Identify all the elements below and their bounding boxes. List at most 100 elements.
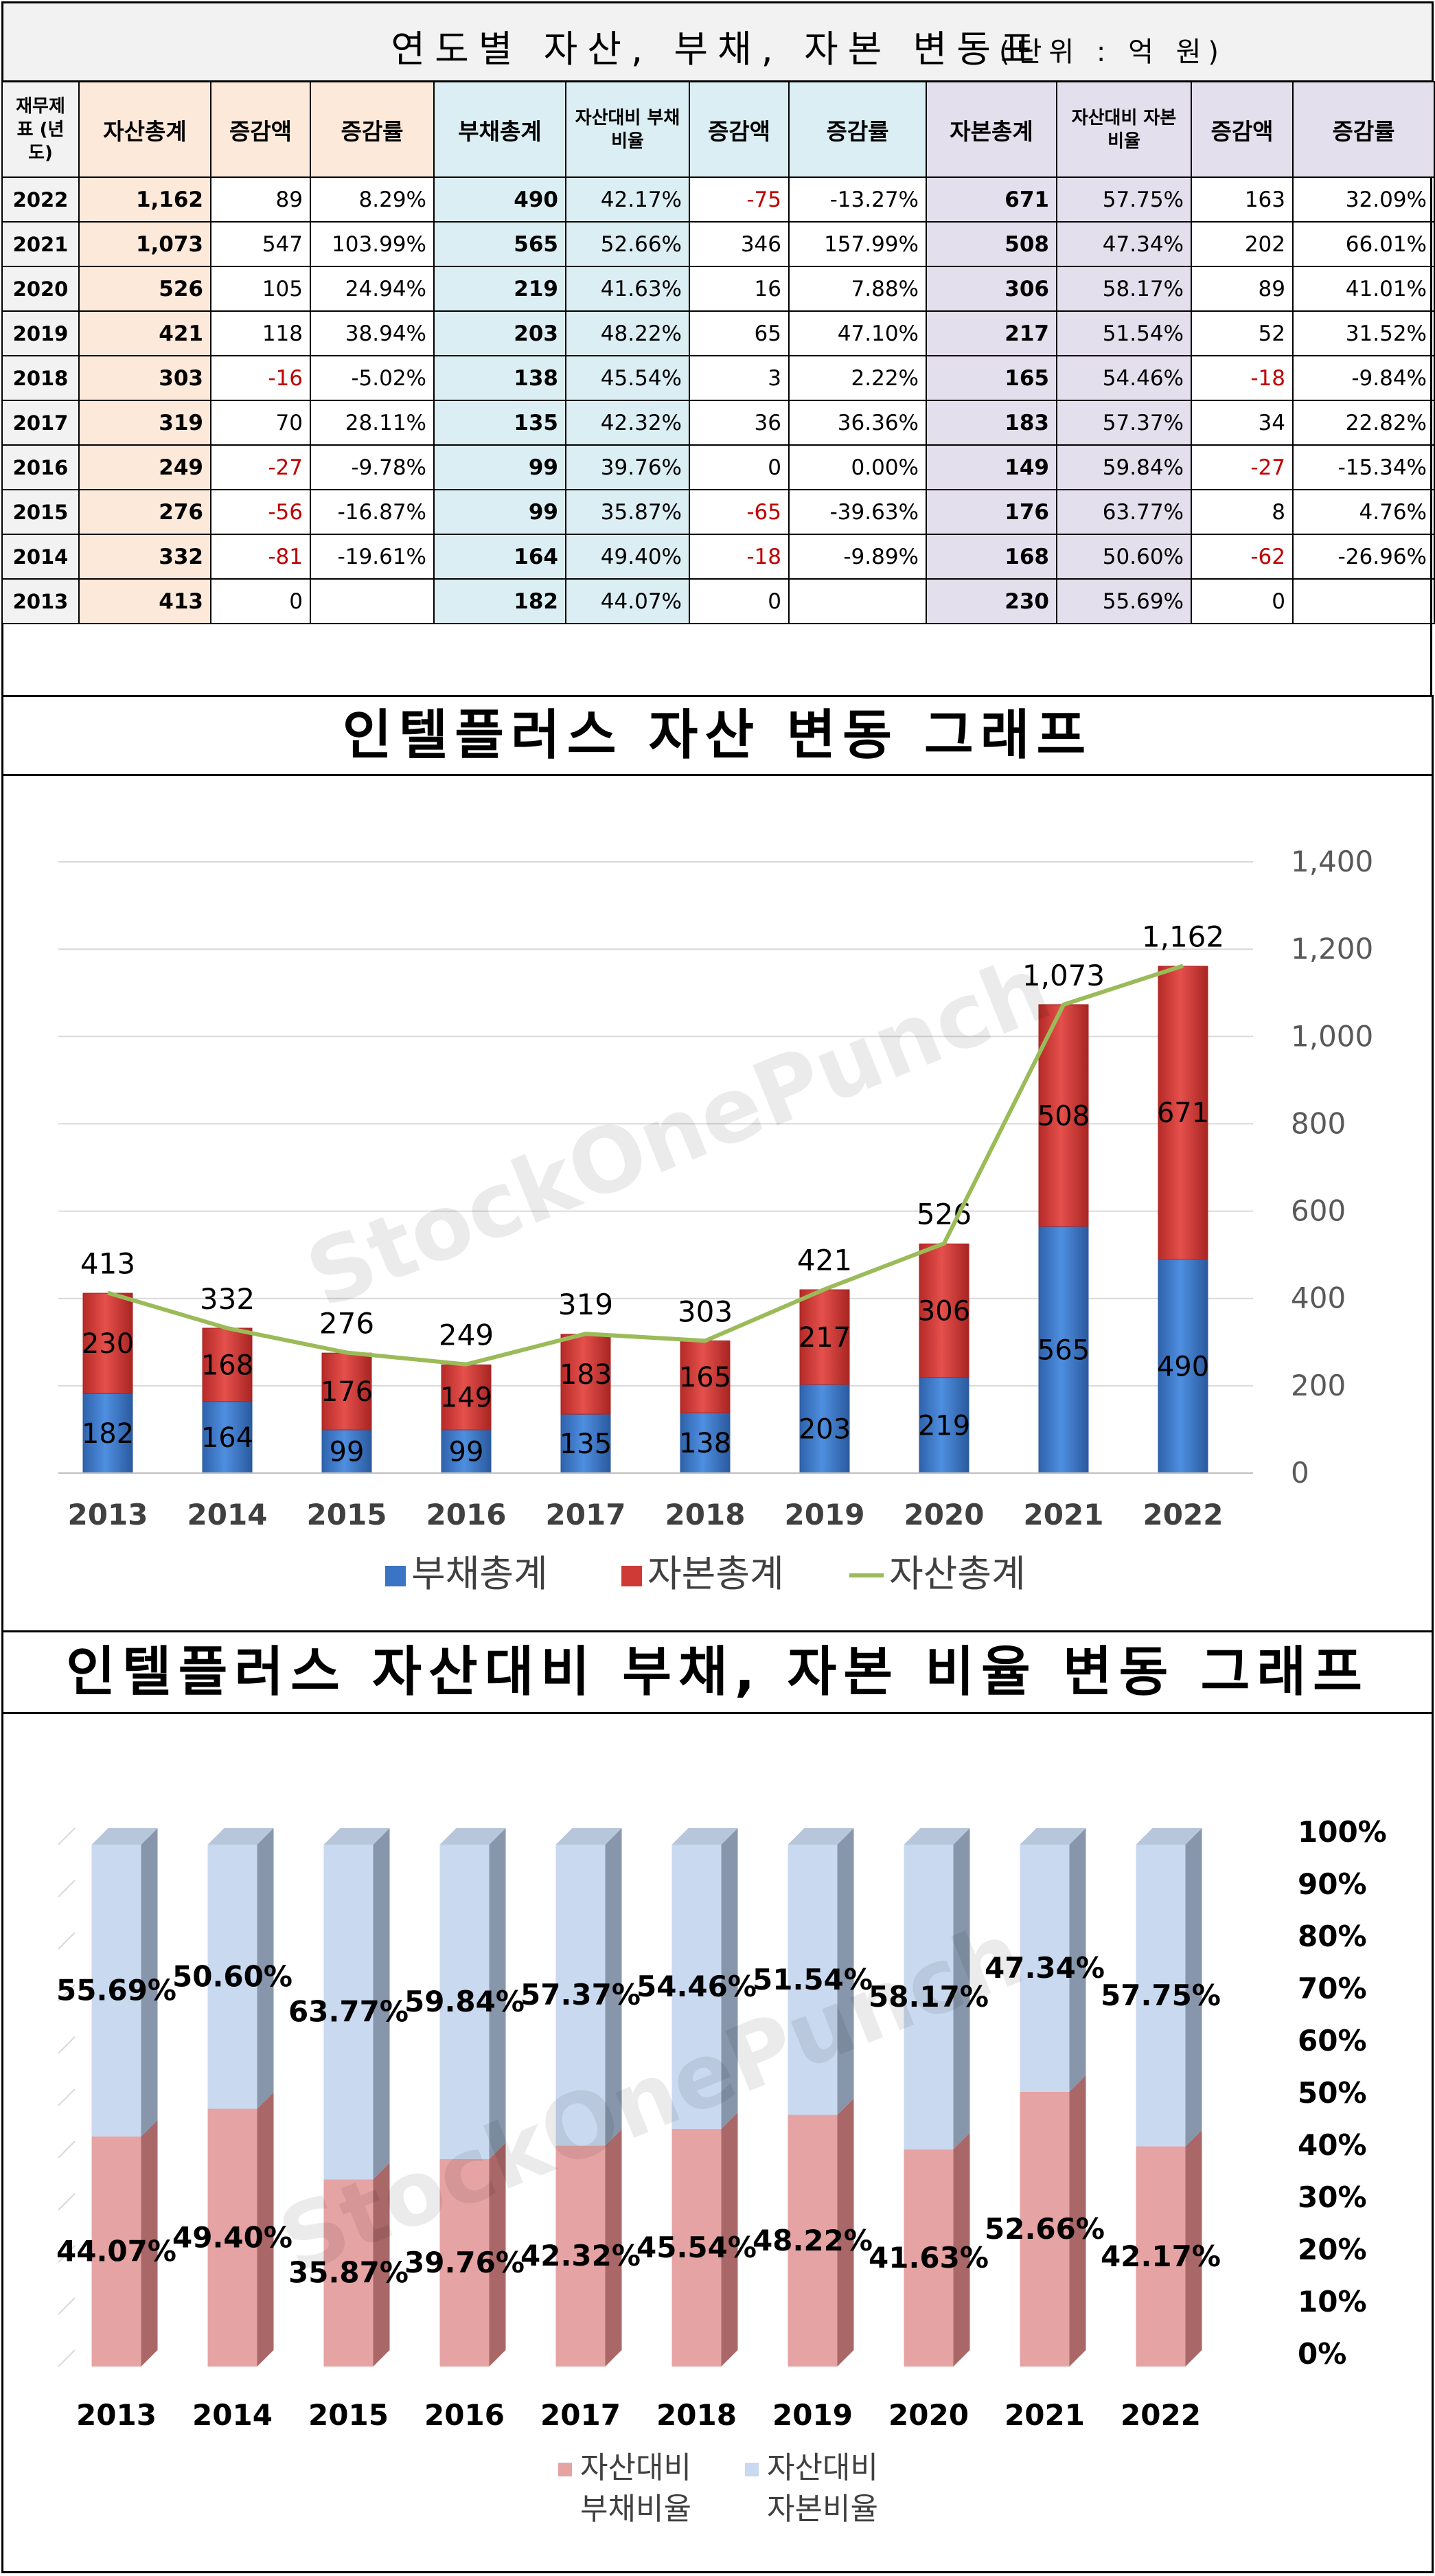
asset-change-chart: 0 200 400 600 800 1,000 1,200 1,400 182 230 2013 41…	[58, 845, 1373, 1595]
cell-total-equity: 176	[926, 489, 1057, 535]
bar-side-equity	[1069, 1828, 1086, 2092]
bar-equity-ratio	[1020, 1845, 1070, 2092]
bar-side-equity	[953, 1828, 970, 2150]
cell-equity-ratio: 59.84%	[1056, 444, 1192, 490]
x-tick-label: 2020	[888, 2398, 969, 2432]
table-row: 2020 526 105 24.94% 219 41.63% 16 7.88% 306 58.17…	[1, 266, 1435, 312]
cell-year: 2018	[1, 355, 80, 401]
bar-liability	[1038, 1226, 1089, 1474]
y-tick-label: 90%	[1298, 1867, 1367, 1901]
cell-liability-change: -18	[689, 534, 790, 580]
cell-liability-ratio: 41.63%	[565, 266, 690, 312]
liability-data-label: 135	[560, 1428, 612, 1460]
table-row: 2021 1,073 547 103.99% 565 52.66% 346 157.99% 50…	[1, 221, 1435, 267]
gridline	[58, 1984, 76, 2002]
bar-side-equity	[141, 1828, 158, 2137]
bar-equity	[82, 1292, 133, 1394]
bar-equity	[1158, 966, 1208, 1259]
cell-total-liabilities: 565	[433, 221, 566, 267]
legend-label-equity: 자본총계	[647, 1552, 784, 1595]
cell-equity-ratio: 57.37%	[1056, 400, 1192, 446]
bar-liability-ratio	[1020, 2091, 1070, 2367]
cell-equity-change: -27	[1191, 444, 1294, 490]
bar-side-equity	[1185, 1828, 1202, 2147]
bar-side-liability	[721, 2112, 738, 2367]
cell-total-liabilities: 135	[433, 400, 566, 446]
bar-equity-ratio	[555, 1845, 606, 2146]
cell-year: 2022	[1, 176, 80, 223]
equity-ratio-label: 63.77%	[288, 1995, 409, 2029]
x-tick-label: 2022	[1121, 2398, 1201, 2432]
y-tick-label: 400	[1291, 1281, 1346, 1315]
cell-equity-change: 34	[1191, 400, 1294, 446]
cell-equity-rate: -15.34%	[1292, 444, 1435, 490]
cell-year: 2014	[1, 534, 80, 580]
y-tick-label: 40%	[1298, 2128, 1367, 2162]
cell-total-assets: 1,073	[78, 221, 211, 267]
y-tick-label: 1,200	[1291, 932, 1373, 966]
y-tick-label: 10%	[1298, 2285, 1367, 2318]
x-tick-label: 2016	[424, 2398, 505, 2432]
cell-equity-rate: -9.84%	[1292, 355, 1435, 401]
cell-year: 2017	[1, 400, 80, 446]
cell-equity-change: 8	[1191, 489, 1294, 535]
bar-top	[555, 1828, 622, 1845]
gridline	[58, 1880, 76, 1897]
x-tick-label: 2021	[1004, 2398, 1085, 2432]
bar-equity	[799, 1289, 850, 1385]
table-row: 2015 276 -56 -16.87% 99 35.87% -65 -39.63% 176 63…	[1, 489, 1435, 535]
gridline	[58, 2349, 76, 2367]
cell-equity-ratio: 63.77%	[1056, 489, 1192, 535]
bar-top	[207, 1828, 274, 1845]
cell-asset-rate: 103.99%	[310, 221, 435, 267]
liability-data-label: 490	[1157, 1351, 1209, 1382]
cell-equity-change: 163	[1191, 176, 1294, 223]
cell-total-equity: 217	[926, 310, 1057, 356]
cell-equity-ratio: 50.60%	[1056, 534, 1192, 580]
y-tick-label: 80%	[1298, 1919, 1367, 1953]
bar-side-liability	[373, 2163, 390, 2367]
cell-equity-change: 89	[1191, 266, 1294, 312]
liability-ratio-label: 44.07%	[56, 2235, 176, 2268]
cell-liability-rate: -39.63%	[788, 489, 927, 535]
cell-asset-change: -16	[210, 355, 311, 401]
cell-liability-change: 65	[689, 310, 790, 356]
liability-data-label: 138	[679, 1428, 731, 1459]
x-tick-label: 2015	[307, 1498, 387, 1531]
cell-equity-change: 202	[1191, 221, 1294, 267]
asset-total-label: 303	[678, 1295, 733, 1328]
cell-year: 2021	[1, 221, 80, 267]
financial-table: 재무제표 (년도) 자산총계 증감액 증감률 부채총계 자산대비 부채비율 증감…	[1, 81, 1435, 624]
cell-total-equity: 149	[926, 444, 1057, 490]
bar-side-equity	[837, 1828, 854, 2115]
cell-equity-rate: 41.01%	[1292, 266, 1435, 312]
legend-label-equity-ratio-line2: 자본비율	[767, 2492, 878, 2527]
liability-ratio-label: 42.32%	[520, 2239, 641, 2272]
equity-data-label: 176	[321, 1376, 373, 1408]
equity-data-label: 165	[679, 1362, 731, 1393]
y-tick-label: 1,000	[1291, 1019, 1373, 1053]
cell-equity-rate	[1292, 578, 1435, 624]
liability-ratio-label: 41.63%	[869, 2241, 989, 2275]
cell-total-equity: 508	[926, 221, 1057, 267]
cell-liability-rate: 47.10%	[788, 310, 927, 356]
cell-total-liabilities: 99	[433, 489, 566, 535]
cell-equity-rate: 4.76%	[1292, 489, 1435, 535]
bar-side-equity	[605, 1828, 622, 2146]
legend-label-liability-ratio-line1: 자산대비	[580, 2450, 691, 2485]
legend-label-asset: 자산총계	[889, 1552, 1026, 1595]
legend-label-liability-ratio-line2: 부채비율	[580, 2492, 691, 2527]
bar-equity-ratio	[671, 1845, 722, 2129]
cell-asset-change: -81	[210, 534, 311, 580]
y-tick-label: 20%	[1298, 2233, 1367, 2266]
x-tick-label: 2016	[426, 1498, 507, 1531]
equity-data-label: 508	[1037, 1100, 1090, 1132]
y-tick-label: 100%	[1298, 1815, 1387, 1849]
cell-liability-change: 16	[689, 266, 790, 312]
bar-top	[671, 1828, 738, 1845]
x-tick-label: 2017	[546, 1498, 626, 1531]
table-unit: (단위 : 억 원)	[998, 36, 1226, 68]
cell-liability-ratio: 52.66%	[565, 221, 690, 267]
bar-top	[323, 1828, 390, 1845]
x-tick-label: 2014	[187, 1498, 268, 1531]
